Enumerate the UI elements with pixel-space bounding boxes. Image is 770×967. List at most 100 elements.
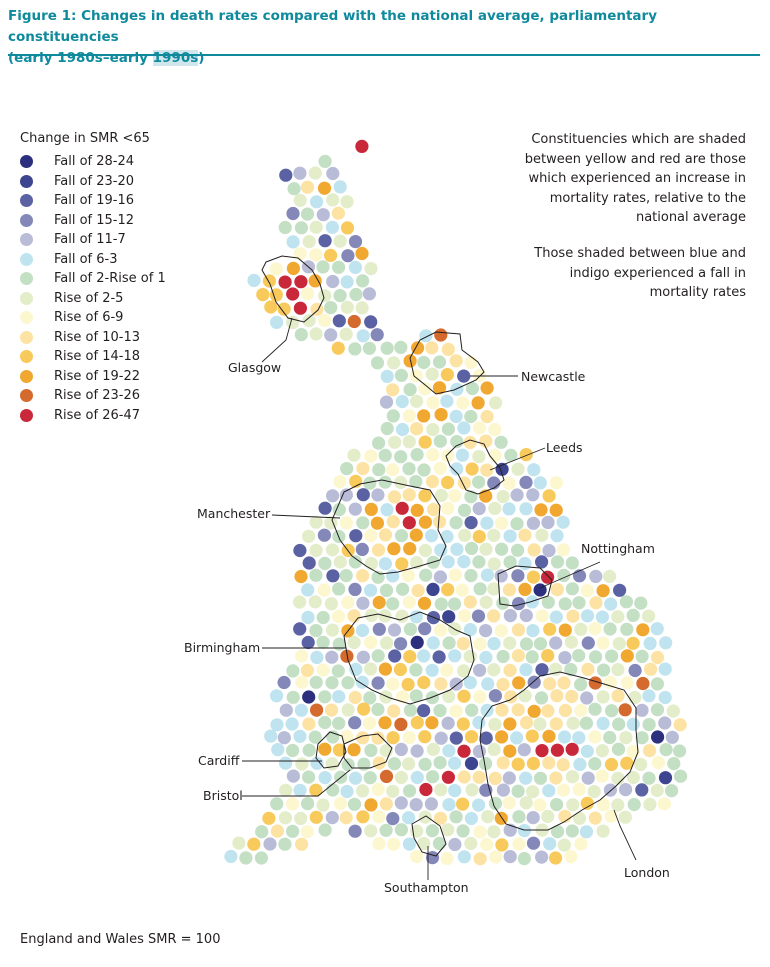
constituency-dot: [339, 327, 353, 341]
constituency-dot: [411, 584, 425, 598]
legend-item: Fall of 2-Rise of 1: [20, 269, 166, 289]
constituency-dot: [457, 555, 471, 569]
constituency-dot: [503, 636, 517, 650]
constituency-dot: [277, 731, 291, 745]
constituency-dot: [332, 582, 346, 596]
constituency-dot: [332, 637, 346, 651]
constituency-dot: [270, 824, 284, 838]
constituency-dot: [565, 742, 579, 756]
constituency-dot: [487, 825, 501, 839]
constituency-dot: [550, 743, 565, 757]
constituency-dot: [603, 675, 618, 689]
constituency-dot: [324, 301, 338, 315]
constituency-dot: [463, 676, 477, 690]
constituency-dot: [574, 837, 588, 851]
constituency-dot: [316, 610, 330, 625]
constituency-dot: [418, 810, 432, 824]
constituency-dot: [324, 597, 338, 611]
constituency-dot: [425, 474, 440, 489]
constituency-dot: [286, 206, 300, 221]
constituency-dot: [372, 622, 386, 636]
constituency-dot: [635, 783, 649, 797]
constituency-dot: [464, 490, 478, 504]
constituency-dot: [309, 327, 323, 341]
constituency-dot: [542, 489, 556, 503]
constituency-dot: [356, 329, 370, 343]
constituency-dot: [549, 636, 563, 650]
constituency-dot: [425, 367, 439, 381]
constituency-dot: [310, 650, 324, 665]
constituency-dot: [472, 770, 486, 784]
constituency-dot: [496, 677, 510, 692]
constituency-dot: [395, 557, 409, 571]
constituency-dot: [549, 717, 563, 731]
constituency-dot: [535, 663, 549, 677]
constituency-dot: [426, 502, 441, 517]
constituency-dot: [348, 824, 362, 838]
constituency-dot: [364, 449, 378, 463]
constituency-dot: [340, 729, 354, 744]
constituency-dot: [386, 383, 400, 397]
legend-swatch: [20, 233, 33, 247]
constituency-dot: [318, 715, 332, 730]
constituency-dot: [308, 166, 322, 180]
constituency-dot: [426, 448, 440, 462]
constituency-dot: [479, 624, 493, 638]
constituency-dot: [418, 730, 432, 744]
constituency-dot: [402, 811, 416, 825]
constituency-dot: [541, 649, 555, 663]
constituency-dot: [450, 382, 464, 396]
constituency-dot: [650, 677, 665, 691]
legend-item: Fall of 11-7: [20, 230, 166, 250]
constituency-dot: [441, 583, 455, 597]
constituency-dot: [370, 328, 384, 342]
constituency-dot: [386, 677, 400, 691]
constituency-dot: [325, 220, 339, 234]
constituency-dot: [301, 635, 315, 650]
constituency-dot: [410, 770, 424, 785]
cardiff-outline: [315, 731, 347, 769]
constituency-dot: [395, 501, 409, 515]
constituency-dot: [403, 703, 417, 717]
constituency-dot: [348, 582, 362, 597]
constituency-dot: [318, 690, 332, 704]
constituency-dot: [479, 650, 493, 665]
constituency-dot: [378, 475, 392, 489]
constituency-dot: [348, 771, 363, 785]
constituency-dot: [309, 248, 323, 262]
constituency-dot: [512, 810, 526, 824]
constituency-dot: [426, 742, 440, 757]
constituency-dot: [519, 716, 534, 730]
constituency-dot: [325, 650, 339, 664]
constituency-dot: [635, 649, 649, 664]
constituency-dot: [511, 597, 526, 611]
constituency-dot: [518, 689, 532, 703]
constituency-dot: [386, 731, 400, 745]
legend-label: Rise of 2-5: [54, 290, 124, 306]
constituency-dot: [558, 730, 572, 744]
constituency-dot: [580, 691, 594, 705]
constituency-dot: [278, 811, 292, 825]
constituency-dot: [480, 516, 494, 530]
constituency-dot: [410, 503, 424, 517]
constituency-dot: [580, 796, 594, 810]
constituency-dot: [295, 649, 309, 663]
constituency-dot: [495, 542, 509, 556]
constituency-dot: [504, 690, 518, 704]
constituency-dot: [395, 690, 410, 704]
constituency-dot: [519, 663, 533, 677]
constituency-dot: [642, 744, 657, 758]
constituency-dot: [457, 421, 471, 435]
constituency-dot: [348, 555, 362, 569]
constituency-dot: [331, 206, 345, 220]
legend-swatch: [20, 408, 33, 422]
constituency-dot: [341, 249, 355, 263]
constituency-dot: [442, 744, 456, 758]
nottingham-outline: [497, 565, 553, 607]
constituency-dot: [302, 314, 316, 328]
constituency-dot: [620, 649, 634, 663]
constituency-dot: [410, 394, 424, 408]
constituency-dot: [331, 341, 345, 355]
constituency-dot: [581, 771, 595, 785]
constituency-dot: [310, 302, 324, 316]
